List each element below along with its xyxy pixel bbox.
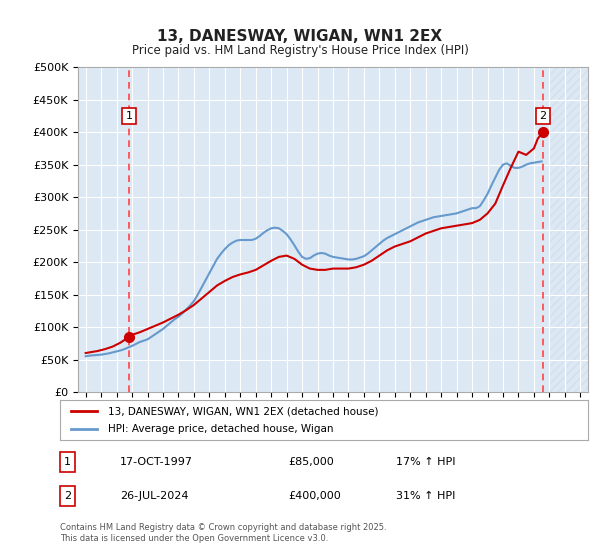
Text: Contains HM Land Registry data © Crown copyright and database right 2025.
This d: Contains HM Land Registry data © Crown c… [60, 524, 386, 543]
Text: 13, DANESWAY, WIGAN, WN1 2EX (detached house): 13, DANESWAY, WIGAN, WN1 2EX (detached h… [107, 407, 378, 417]
Text: 31% ↑ HPI: 31% ↑ HPI [396, 491, 455, 501]
Text: 1: 1 [64, 457, 71, 467]
Text: Price paid vs. HM Land Registry's House Price Index (HPI): Price paid vs. HM Land Registry's House … [131, 44, 469, 57]
Text: 13, DANESWAY, WIGAN, WN1 2EX: 13, DANESWAY, WIGAN, WN1 2EX [157, 29, 443, 44]
Bar [550, 67, 588, 392]
Text: 26-JUL-2024: 26-JUL-2024 [120, 491, 188, 501]
Text: 17-OCT-1997: 17-OCT-1997 [120, 457, 193, 467]
Text: 17% ↑ HPI: 17% ↑ HPI [396, 457, 455, 467]
Text: 1: 1 [125, 111, 133, 121]
Bar [550, 67, 588, 392]
Text: £400,000: £400,000 [288, 491, 341, 501]
Text: £85,000: £85,000 [288, 457, 334, 467]
Text: HPI: Average price, detached house, Wigan: HPI: Average price, detached house, Wiga… [107, 423, 333, 433]
Text: 2: 2 [539, 111, 547, 121]
Text: 2: 2 [64, 491, 71, 501]
